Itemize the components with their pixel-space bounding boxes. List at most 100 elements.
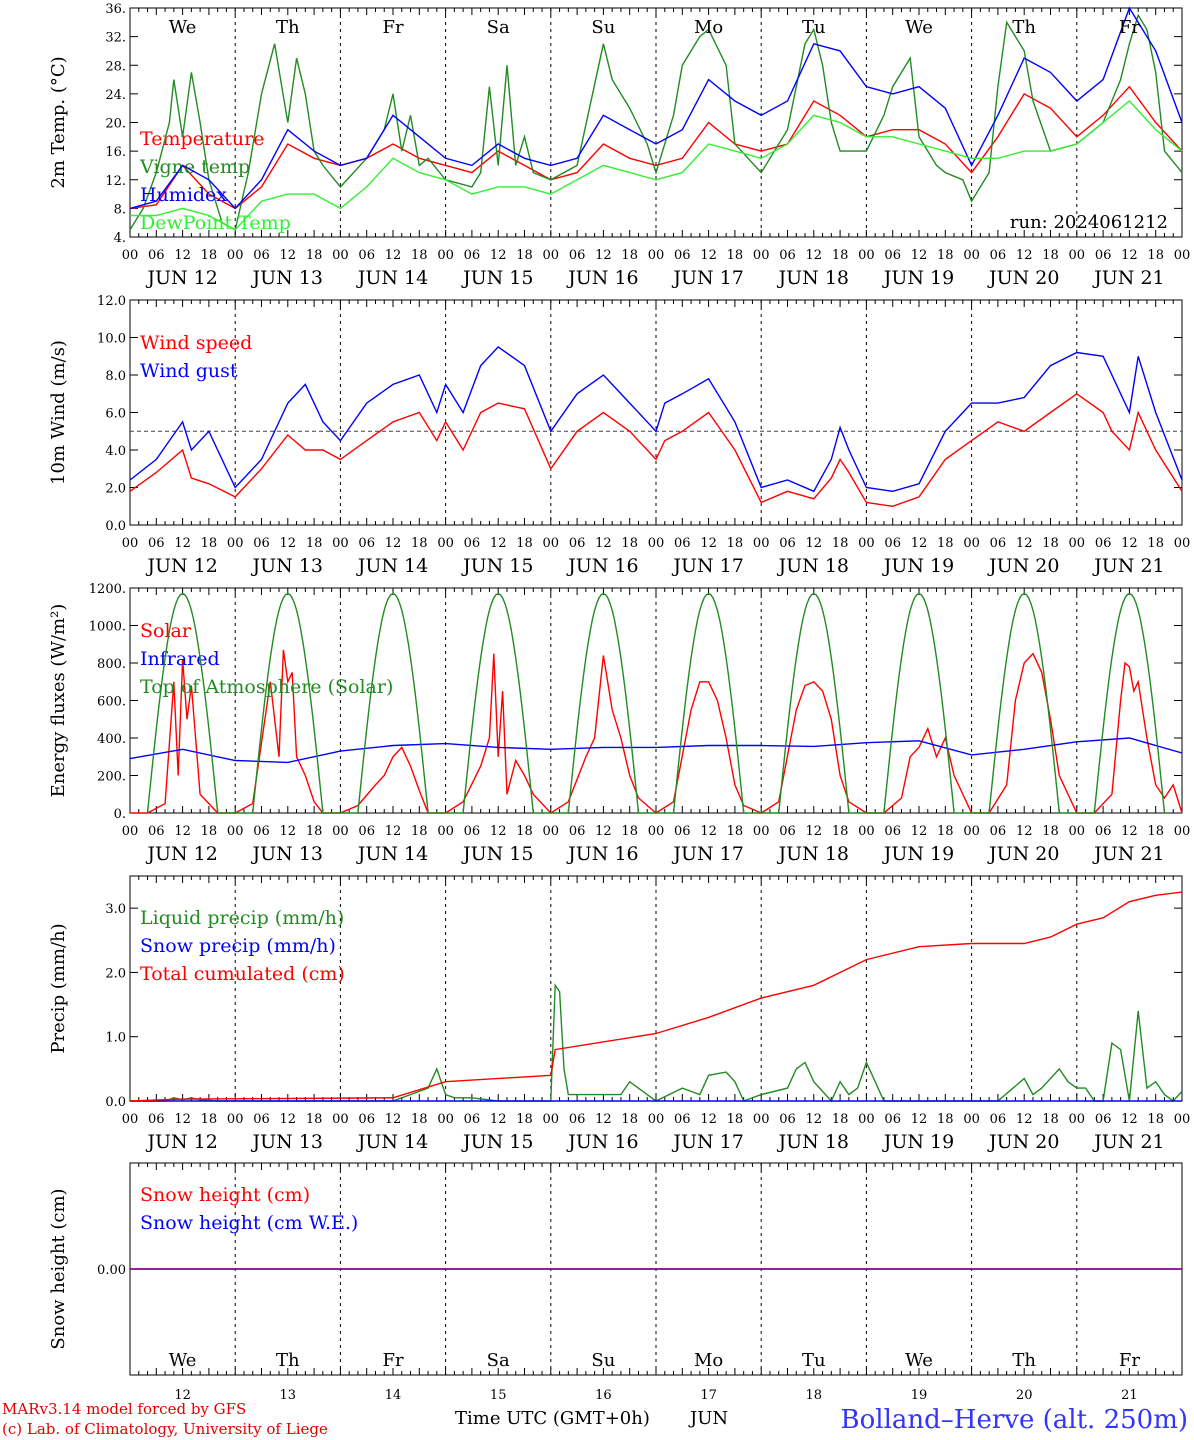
hour-tick-label: 00	[227, 824, 244, 839]
legend-entry: Total cumulated (cm)	[140, 963, 345, 985]
hour-tick-label: 12	[595, 824, 612, 839]
hour-tick-label: 00	[858, 248, 875, 263]
series-line-liquid-precip-mm-h-	[130, 983, 1183, 1103]
run-label: run: 2024061212	[1010, 212, 1168, 233]
y-tick-label: 400.	[97, 732, 126, 747]
date-label: JUN 16	[566, 843, 638, 865]
y-tick-label: 24.	[105, 88, 126, 103]
date-label: JUN 18	[777, 555, 849, 577]
day-number-label: 18	[806, 1388, 823, 1403]
hour-tick-label: 12	[911, 824, 928, 839]
hour-tick-label: 00	[858, 536, 875, 551]
hour-tick-label: 12	[911, 1112, 928, 1127]
date-label: JUN 21	[1092, 267, 1164, 289]
month-label: JUN	[688, 1408, 728, 1429]
date-label: JUN 19	[882, 267, 954, 289]
series-line-vigne-temp	[129, 13, 1183, 231]
hour-tick-label: 00	[1069, 248, 1086, 263]
date-label: JUN 20	[987, 267, 1059, 289]
hour-tick-label: 12	[911, 536, 928, 551]
series-line-temperature	[129, 85, 1183, 210]
hour-tick-label: 18	[937, 1112, 954, 1127]
hour-tick-label: 18	[516, 536, 533, 551]
y-tick-label: 800.	[97, 657, 126, 672]
hour-tick-label: 00	[332, 536, 349, 551]
hour-tick-label: 00	[543, 824, 560, 839]
date-label: JUN 13	[251, 267, 323, 289]
series-line-solar	[130, 649, 1183, 814]
hour-tick-label: 12	[806, 248, 823, 263]
date-label: JUN 12	[145, 555, 217, 577]
hour-tick-label: 18	[411, 536, 428, 551]
hour-tick-label: 18	[621, 248, 638, 263]
hour-tick-label: 12	[1016, 536, 1033, 551]
date-label: JUN 15	[461, 1131, 533, 1153]
hour-tick-label: 12	[806, 824, 823, 839]
day-number-label: 19	[911, 1388, 928, 1403]
hour-tick-label: 06	[569, 536, 586, 551]
hour-tick-label: 12	[700, 1112, 717, 1127]
y-tick-label: 10.0	[97, 332, 126, 347]
hour-tick-label: 00	[543, 1112, 560, 1127]
hour-tick-label: 18	[411, 1112, 428, 1127]
hour-tick-label: 18	[621, 536, 638, 551]
hour-tick-label: 00	[332, 248, 349, 263]
hour-tick-label: 12	[280, 1112, 297, 1127]
y-tick-label: 36.	[105, 2, 126, 17]
hour-tick-label: 06	[464, 1112, 481, 1127]
y-tick-label: 6.0	[105, 407, 126, 422]
hour-tick-label: 12	[280, 536, 297, 551]
hour-tick-label: 06	[990, 536, 1007, 551]
hour-tick-label: 12	[806, 1112, 823, 1127]
hour-tick-label: 00	[648, 536, 665, 551]
hour-tick-label: 12	[174, 248, 191, 263]
hour-tick-label: 00	[858, 824, 875, 839]
y-tick-label: 0.0	[105, 1095, 126, 1110]
hour-tick-label: 00	[437, 536, 454, 551]
hour-tick-label: 18	[201, 824, 218, 839]
hour-tick-label: 12	[700, 824, 717, 839]
y-tick-label: 0.0	[105, 519, 126, 534]
hour-tick-label: 06	[884, 1112, 901, 1127]
hour-tick-label: 00	[1174, 1112, 1191, 1127]
hour-tick-label: 12	[595, 248, 612, 263]
hour-tick-label: 06	[1095, 248, 1112, 263]
date-label: JUN 17	[671, 843, 743, 865]
y-tick-label: 20.	[105, 117, 126, 132]
hour-tick-label: 06	[148, 248, 165, 263]
date-label: JUN 19	[882, 555, 954, 577]
hour-tick-label: 12	[280, 824, 297, 839]
date-label: JUN 15	[461, 555, 533, 577]
hour-tick-label: 12	[595, 1112, 612, 1127]
hour-tick-label: 18	[727, 824, 744, 839]
hour-tick-label: 18	[832, 248, 849, 263]
day-number-label: 12	[174, 1388, 191, 1403]
hour-tick-label: 12	[1121, 536, 1138, 551]
hour-tick-label: 00	[1174, 824, 1191, 839]
y-tick-label: 200.	[97, 770, 126, 785]
date-label: JUN 12	[145, 267, 217, 289]
date-label: JUN 17	[671, 267, 743, 289]
hour-tick-label: 12	[806, 536, 823, 551]
hour-tick-label: 06	[358, 824, 375, 839]
date-label: JUN 15	[461, 267, 533, 289]
hour-tick-label: 06	[674, 1112, 691, 1127]
y-tick-label: 16.	[105, 145, 126, 160]
series-line-humidex	[129, 6, 1183, 210]
hour-tick-label: 06	[884, 536, 901, 551]
hour-tick-label: 12	[385, 824, 402, 839]
hour-tick-label: 00	[122, 248, 139, 263]
hour-tick-label: 00	[122, 1112, 139, 1127]
y-tick-label: 4.	[114, 231, 126, 246]
hour-tick-label: 00	[332, 1112, 349, 1127]
date-label: JUN 13	[251, 555, 323, 577]
y-tick-label: 32.	[105, 31, 126, 46]
footer-model: MARv3.14 model forced by GFS	[2, 1400, 246, 1418]
hour-tick-label: 06	[253, 248, 270, 263]
date-label: JUN 19	[882, 843, 954, 865]
hour-tick-label: 12	[700, 536, 717, 551]
y-tick-label: 0.	[114, 807, 126, 822]
hour-tick-label: 12	[385, 248, 402, 263]
weekday-label: Mo	[694, 1350, 723, 1371]
hour-tick-label: 00	[227, 536, 244, 551]
